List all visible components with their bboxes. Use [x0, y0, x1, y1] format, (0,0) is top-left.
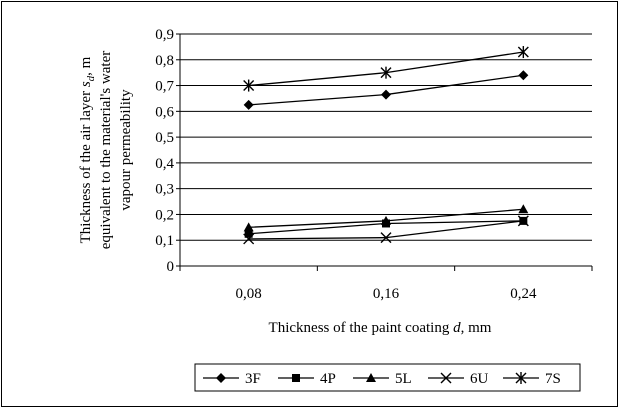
- x-axis-label-unit: , mm: [461, 320, 492, 336]
- legend-label: 3F: [245, 371, 261, 387]
- series-6u-point: [243, 233, 255, 245]
- y-tick-label: 0,9: [155, 27, 174, 43]
- y-tick-label: 0,3: [155, 182, 174, 198]
- y-tick-label: 0,8: [155, 53, 174, 69]
- legend: 3F 4P 5L 6U 7S: [203, 371, 561, 387]
- x-tick-labels: 0,08 0,16 0,24: [236, 286, 537, 302]
- series-6u-point: [517, 215, 529, 227]
- axes: [176, 33, 593, 271]
- series-6u-point: [380, 232, 392, 244]
- x-axis-label-text: Thickness of the paint coating: [269, 320, 454, 336]
- y-axis-label-line: vapour permeability: [118, 89, 134, 211]
- y-tick-labels: 0 0,1 0,2 0,3 0,4 0,5 0,6 0,7 0,8 0,9: [155, 27, 174, 275]
- legend-marker: [440, 372, 452, 384]
- legend-item-6u: 6U: [428, 371, 489, 387]
- legend-label: 6U: [470, 371, 489, 387]
- y-tick-label: 0: [167, 259, 175, 275]
- x-axis-label-symbol: d: [453, 320, 461, 336]
- legend-label: 7S: [545, 371, 561, 387]
- legend-marker: [515, 372, 527, 384]
- legend-item-4p: 4P: [278, 371, 336, 387]
- gridlines: [180, 33, 592, 241]
- y-axis-label-unit: , m: [78, 56, 94, 76]
- x-tick-label: 0,08: [236, 286, 262, 302]
- series-layer: [243, 46, 529, 245]
- series-7s-point: [380, 66, 392, 79]
- series-5l-point: [518, 204, 529, 214]
- y-tick-label: 0,5: [155, 130, 174, 146]
- legend-item-7s: 7S: [503, 371, 561, 387]
- y-axis-label-symbol: s: [78, 81, 94, 87]
- series-7s-point: [517, 46, 529, 59]
- legend-label: 4P: [320, 371, 336, 387]
- legend-item-5l: 5L: [353, 371, 412, 387]
- legend-label: 5L: [395, 371, 412, 387]
- y-tick-label: 0,1: [155, 233, 174, 249]
- y-axis-label-line: Thickness of the air layer: [78, 87, 94, 243]
- x-tick-label: 0,24: [510, 286, 537, 302]
- legend-marker: [366, 373, 376, 382]
- y-tick-label: 0,4: [155, 156, 174, 172]
- y-axis-label-subscript: d: [85, 75, 97, 81]
- series-3f: [243, 70, 529, 110]
- y-tick-label: 0,7: [155, 79, 174, 95]
- series-7s: [243, 46, 529, 92]
- series-3f-point: [243, 99, 254, 110]
- series-5l-point: [243, 222, 254, 232]
- series-7s-point: [243, 79, 255, 92]
- series-5l-point: [381, 215, 391, 225]
- series-6u: [243, 215, 529, 245]
- legend-item-3f: 3F: [203, 371, 261, 387]
- x-tick-label: 0,16: [373, 286, 400, 302]
- y-axis-label-line: equivalent to the material's water: [98, 51, 114, 249]
- y-axis-label: Thickness of the air layer sd, m equivale…: [78, 51, 134, 249]
- series-4p-point: [244, 229, 253, 238]
- series-5l: [243, 204, 529, 232]
- series-3f-point: [381, 89, 391, 100]
- legend-marker: [292, 374, 300, 382]
- y-tick-label: 0,6: [155, 104, 174, 120]
- legend-marker: [216, 373, 226, 383]
- x-axis-label: Thickness of the paint coating d, mm: [269, 320, 492, 336]
- y-tick-label: 0,2: [155, 207, 174, 223]
- series-3f-point: [518, 70, 529, 81]
